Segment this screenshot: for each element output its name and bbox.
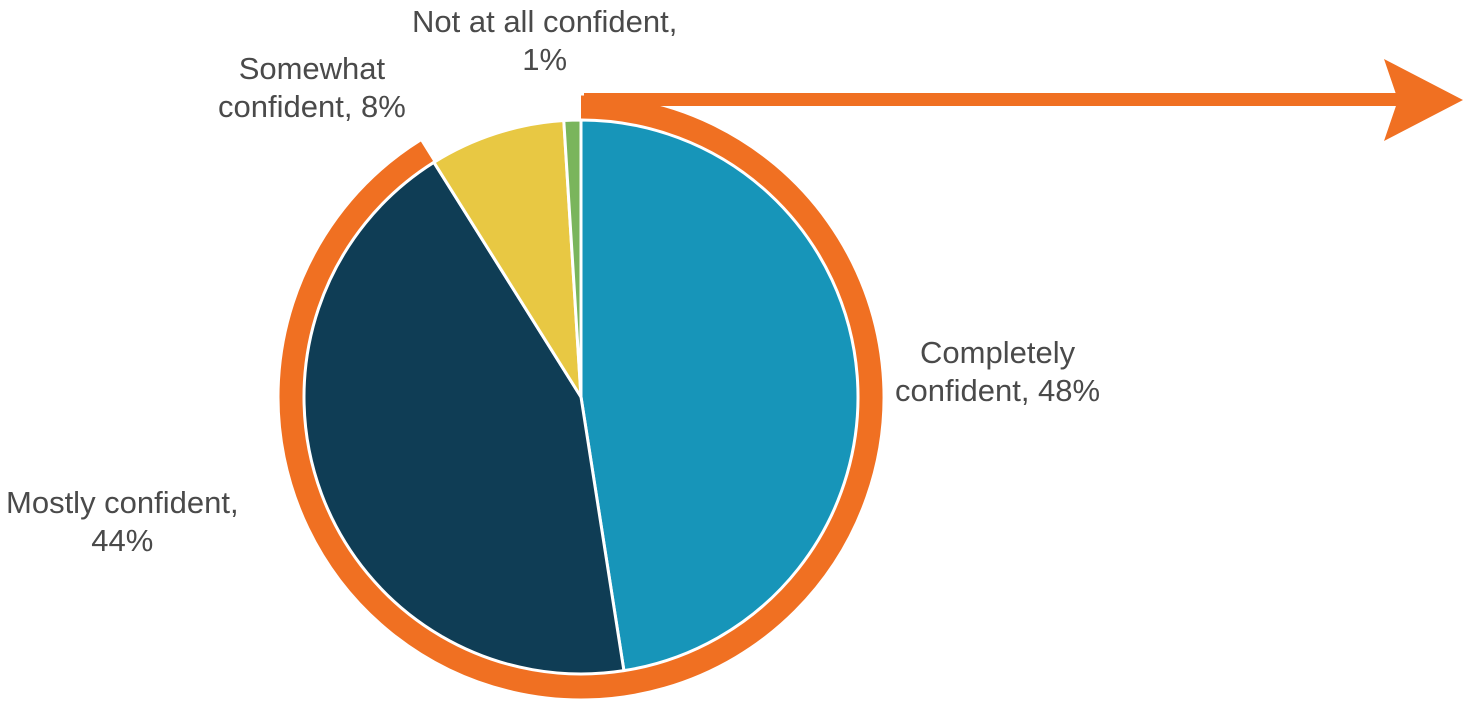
data-label-line: confident, 8%: [218, 89, 406, 124]
data-label-line: Mostly confident,: [6, 485, 239, 520]
pie-slice-somewhat-confident: [432, 119, 583, 399]
highlight-arrow-head: [1384, 59, 1463, 141]
highlight-ring: [279, 95, 883, 699]
highlight-connector-line: [584, 93, 1400, 121]
pie-slice-completely-confident: [579, 118, 860, 673]
data-label-line: Completely: [920, 335, 1076, 370]
data-label-somewhat-confident: Somewhat confident, 8%: [218, 50, 406, 126]
data-label-line: confident, 48%: [895, 373, 1101, 408]
pie-slice-mostly-confident: [302, 160, 626, 676]
pie-slice-not-at-all-confident: [562, 118, 583, 399]
data-label-mostly-confident: Mostly confident, 44%: [6, 484, 239, 560]
data-label-line: 1%: [522, 42, 568, 77]
data-label-line: Somewhat: [238, 51, 386, 86]
data-label-line: Not at all confident,: [412, 4, 678, 39]
data-label-line: 44%: [91, 523, 154, 558]
data-label-not-at-all-confident: Not at all confident, 1%: [412, 3, 677, 79]
data-label-completely-confident: Completely confident, 48%: [895, 334, 1100, 410]
